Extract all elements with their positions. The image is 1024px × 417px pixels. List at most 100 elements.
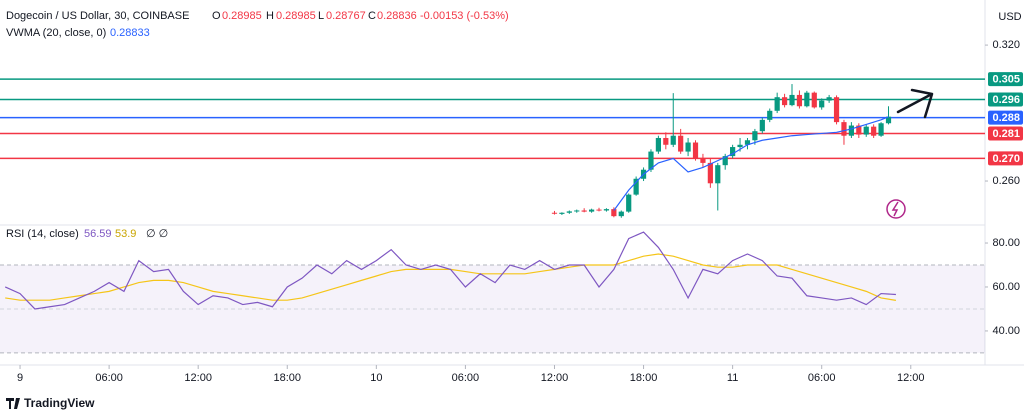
vwma-name[interactable]: VWMA (20, close, 0) [6,27,106,39]
y-tick-label: 80.00 [992,237,1020,249]
candle-body [878,123,884,136]
x-tick-label: 06:00 [95,372,123,384]
candle-body [767,110,773,120]
x-tick-label: 18:00 [630,372,658,384]
change: -0.00153 (-0.53%) [420,10,509,22]
x-tick-label: 11 [727,372,738,384]
candle-body [581,210,587,212]
rsi-ma-value: 53.9 [115,228,136,240]
candle-body [781,97,788,106]
vwma-line [613,116,889,211]
plots: 9 06:00 12:00 18:00 10 06:00 12:00 18:00 11 06:00… [0,39,1023,384]
candle-body [611,209,617,217]
level-tag-label: 0.288 [992,112,1020,124]
candle-body [685,142,691,152]
candle-body [833,97,840,123]
candle-body [730,147,736,157]
rsi-value: 56.59 [84,228,112,240]
vwma-value: 0.28833 [110,27,150,39]
brand-name: TradingView [24,396,95,410]
candle-body [885,116,892,124]
candle-body [796,94,803,107]
candle-body [626,194,632,212]
icon-bolt [891,201,899,217]
candle-body [566,211,572,213]
candle-body [737,144,743,148]
candle-body [670,135,676,145]
candle-body [804,92,810,107]
candle-body [826,97,832,101]
y-tick-label: 0.260 [992,175,1020,187]
h-label: H [266,10,274,22]
x-tick-label: 18:00 [273,372,301,384]
candle-body [596,209,602,211]
header: Dogecoin / US Dollar, 30, COINBASE O 0.2… [6,10,509,240]
candle-body [707,162,713,184]
level-tag [988,72,1023,87]
flash-icon[interactable] [886,199,906,219]
level-tag-label: 0.281 [992,128,1020,140]
rsi-line [4,231,896,310]
o-value: 0.28985 [222,10,262,22]
candle-body [663,137,669,145]
x-tick-label: 06:00 [452,372,480,384]
candle-body [856,125,862,135]
level-tag-label: 0.305 [992,73,1020,85]
symbol[interactable]: Dogecoin / US Dollar, 30, COINBASE [6,10,189,22]
candle-body [744,140,751,145]
candle-body [618,211,624,217]
y-tick-label: 0.320 [992,39,1020,51]
candle-body [871,126,877,136]
currency[interactable]: USD [998,11,1021,23]
brand-logo [6,398,20,409]
candle-body [841,122,847,136]
level-tag-label: 0.270 [992,153,1020,165]
icon-circle [886,199,906,219]
candle-body [633,178,639,195]
candle-body [811,92,817,108]
candle-body [819,100,825,108]
l-label: L [318,10,324,22]
candle-body [715,165,721,184]
trend-arrow [896,88,934,119]
candle-body [678,135,684,152]
arrow [896,88,934,119]
candle-body [774,97,780,111]
candle-body [700,158,706,163]
candle-body [789,94,795,106]
y-tick-label: 60.00 [992,281,1020,293]
candle-body [559,212,565,214]
candle-body [759,119,765,132]
candle-body [848,125,854,136]
level-tag-label: 0.296 [992,94,1020,106]
candle-body [648,151,654,170]
x-tick-label: 12:00 [897,372,925,384]
level-tag [988,110,1023,125]
y-tick-label: 40.00 [992,325,1020,337]
brand: TradingView [6,396,95,410]
level-tag [988,126,1023,141]
x-tick-label: 12:00 [541,372,569,384]
c-value: 0.28836 [377,10,417,22]
o-label: O [212,10,221,22]
rsi-null-marks: ∅ ∅ [146,228,168,240]
x-tick-label: 10 [370,372,382,384]
candle-body [722,156,728,166]
candle-body [603,209,610,211]
rsi-title[interactable]: RSI (14, close) [6,228,79,240]
level-tag [988,92,1023,107]
candle-body [588,209,595,212]
candle-body [655,137,661,152]
level-tag [988,151,1023,166]
candle-body [551,212,558,214]
h-value: 0.28985 [276,10,316,22]
candle-body [574,210,580,212]
x-tick-label: 06:00 [808,372,836,384]
x-tick-label: 12:00 [184,372,212,384]
candle-body [863,126,869,135]
candle-body [752,131,758,141]
x-tick-label: 9 [17,372,23,384]
c-label: C [368,10,376,22]
